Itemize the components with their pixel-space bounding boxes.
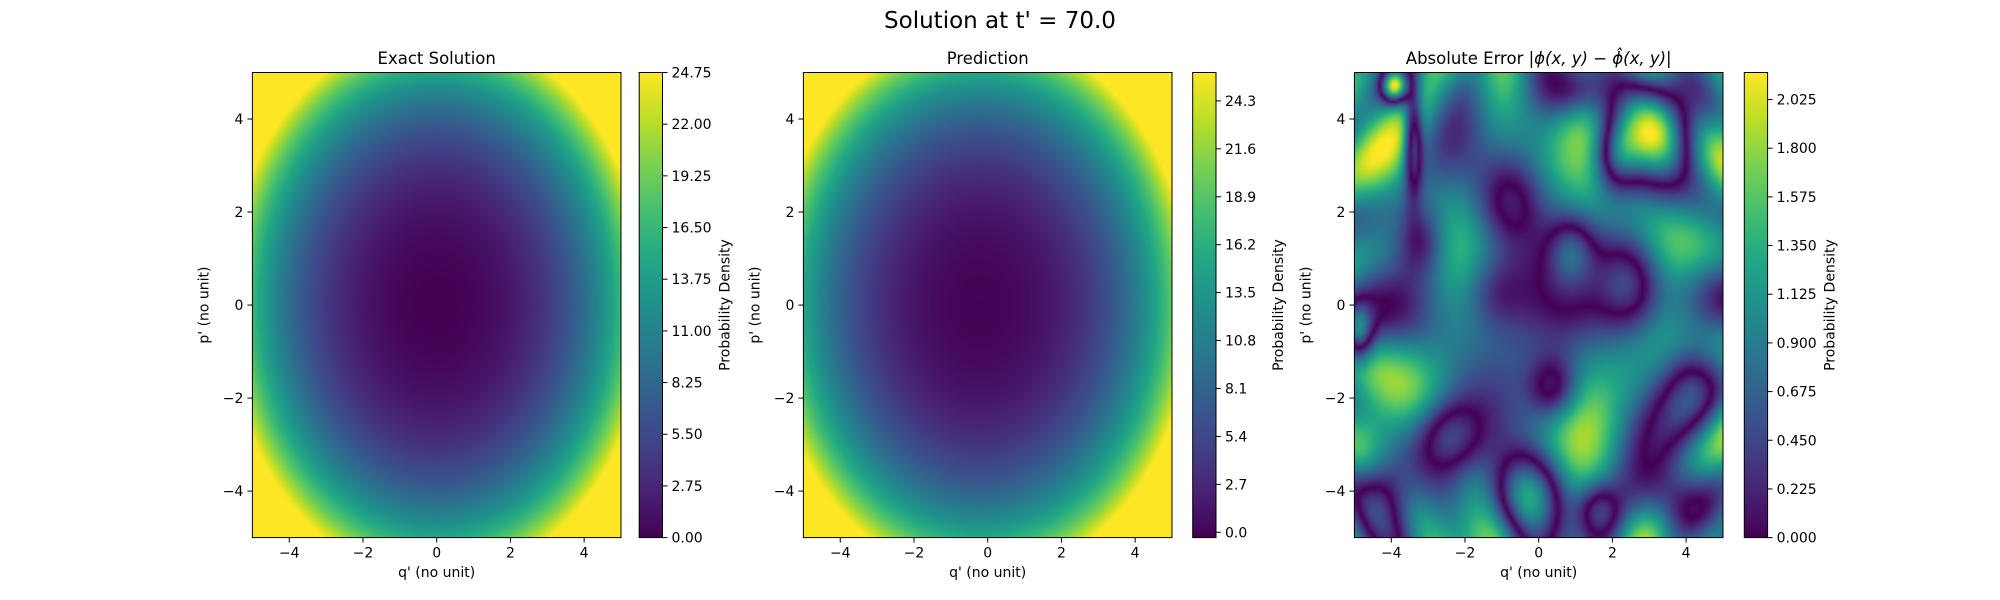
colorbar-frame: [638, 72, 664, 539]
colorbar: 0.000 0.225 0.450 0.675 0.900 1.125 1.350 1.575…: [1743, 72, 1839, 547]
y-axis-label: p' (no unit): [196, 266, 212, 343]
x-tick-label: −4: [279, 546, 300, 562]
colorbar-gradient: [1192, 72, 1216, 538]
x-tick-label: 0: [1534, 546, 1543, 562]
colorbar-tick-label: 16.50: [672, 221, 712, 237]
x-axis-label: q' (no unit): [949, 565, 1026, 581]
x-tick-label: −2: [904, 546, 925, 562]
colorbar-tick-label: 0.675: [1777, 385, 1817, 401]
colorbar-label: Probability Density: [718, 239, 734, 371]
colorbar-label: Probability Density: [1823, 239, 1839, 371]
x-tick-label: 2: [1057, 546, 1066, 562]
colorbar-tick-label: 1.125: [1777, 287, 1817, 303]
y-tick-label: −4: [223, 484, 244, 500]
x-tick-label: 0: [432, 546, 441, 562]
colorbar-tick-label: 13.5: [1225, 286, 1256, 302]
colorbar-tick-label: 11.00: [672, 324, 712, 340]
y-tick-label: −2: [223, 391, 244, 407]
y-tick-label: −4: [774, 484, 795, 500]
heatmap-image: [1354, 72, 1723, 538]
y-tick-label: 2: [234, 205, 243, 221]
colorbar-tick-label: 0.000: [1777, 531, 1817, 547]
colorbar-tick-label: 5.4: [1225, 429, 1247, 445]
colorbar-label: Probability Density: [1271, 239, 1287, 371]
colorbar-tick-label: 2.75: [672, 479, 703, 495]
colorbar-tick-label: 0.450: [1777, 433, 1817, 449]
colorbar-tick-label: 8.1: [1225, 381, 1247, 397]
colorbar-tick-label: 24.3: [1225, 94, 1256, 110]
colorbar-tick-label: 2.025: [1777, 93, 1817, 109]
colorbar-tick-label: 0.00: [672, 531, 703, 547]
colorbar-tick-label: 21.6: [1225, 142, 1256, 158]
colorbar-tick-label: 1.800: [1777, 141, 1817, 157]
colorbar-tick-label: 10.8: [1225, 334, 1256, 350]
subplot-title: Exact Solution: [378, 49, 496, 68]
y-tick-label: 0: [785, 298, 794, 314]
x-tick-label: 4: [1682, 546, 1691, 562]
x-axis-label: q' (no unit): [398, 565, 475, 581]
x-axis-label: q' (no unit): [1500, 565, 1577, 581]
x-tick-label: −2: [353, 546, 374, 562]
subplot-1: −4 −2 0 2 4 −4 −2 0 2 4 q' (no unit) p' (no unit) Ex…: [196, 49, 733, 581]
y-tick-label: −2: [1325, 391, 1346, 407]
subplot-2: −4 −2 0 2 4 −4 −2 0 2 4 q' (no unit) p' (no unit) Pr…: [747, 49, 1287, 581]
colorbar-tick-label: 19.25: [672, 169, 712, 185]
x-tick-label: 4: [1131, 546, 1140, 562]
x-tick-label: −4: [1381, 546, 1402, 562]
x-tick-label: 2: [1608, 546, 1617, 562]
x-tick-label: 0: [983, 546, 992, 562]
colorbar-tick-label: 8.25: [672, 376, 703, 392]
x-tick-label: 2: [506, 546, 515, 562]
colorbar-tick-label: 5.50: [672, 427, 703, 443]
colorbar-tick-label: 13.75: [672, 272, 712, 288]
colorbar-tick-label: 0.0: [1225, 525, 1247, 541]
y-tick-label: 4: [234, 112, 243, 128]
x-tick-label: −2: [1455, 546, 1476, 562]
colorbar-tick-label: 2.7: [1225, 477, 1247, 493]
colorbar: 0.0 2.7 5.4 8.1 10.8 13.5 16.2 18.9 21.6 24.3 Prob…: [1192, 72, 1287, 541]
y-tick-label: −2: [774, 391, 795, 407]
y-tick-label: 0: [234, 298, 243, 314]
y-tick-label: 4: [1336, 112, 1345, 128]
colorbar-frame: [1192, 72, 1217, 539]
y-axis-label: p' (no unit): [1298, 266, 1314, 343]
y-tick-label: −4: [1325, 484, 1346, 500]
y-tick-label: 2: [785, 205, 794, 221]
y-tick-label: 2: [1336, 205, 1345, 221]
colorbar-tick-label: 0.225: [1777, 482, 1817, 498]
y-axis-label: p' (no unit): [747, 266, 763, 343]
colorbar-gradient: [639, 72, 663, 538]
x-tick-label: −4: [830, 546, 851, 562]
heatmap-image: [803, 72, 1172, 538]
heatmap-image: [252, 72, 621, 538]
colorbar: 0.00 2.75 5.50 8.25 11.00 13.75 16.50 19.25 22.0…: [638, 66, 734, 547]
figure-suptitle: Solution at t' = 70.0: [884, 8, 1116, 34]
colorbar-tick-label: 24.75: [672, 66, 712, 82]
colorbar-frame: [1743, 72, 1769, 539]
x-tick-label: 4: [580, 546, 589, 562]
colorbar-tick-label: 1.575: [1777, 190, 1817, 206]
subplot-3: −4 −2 0 2 4 −4 −2 0 2 4 q' (no unit) p' (no unit) Ab…: [1298, 48, 1838, 581]
subplot-title: Prediction: [947, 49, 1029, 68]
y-tick-label: 4: [785, 112, 794, 128]
colorbar-tick-label: 16.2: [1225, 238, 1256, 254]
y-tick-label: 0: [1336, 298, 1345, 314]
colorbar-tick-label: 0.900: [1777, 336, 1817, 352]
colorbar-tick-label: 22.00: [672, 117, 712, 133]
subplot-title: Absolute Error |ϕ(x, y) − ϕ̂(x, y)|: [1406, 48, 1672, 68]
colorbar-gradient: [1744, 72, 1768, 538]
colorbar-tick-label: 18.9: [1225, 190, 1256, 206]
colorbar-tick-label: 1.350: [1777, 239, 1817, 255]
